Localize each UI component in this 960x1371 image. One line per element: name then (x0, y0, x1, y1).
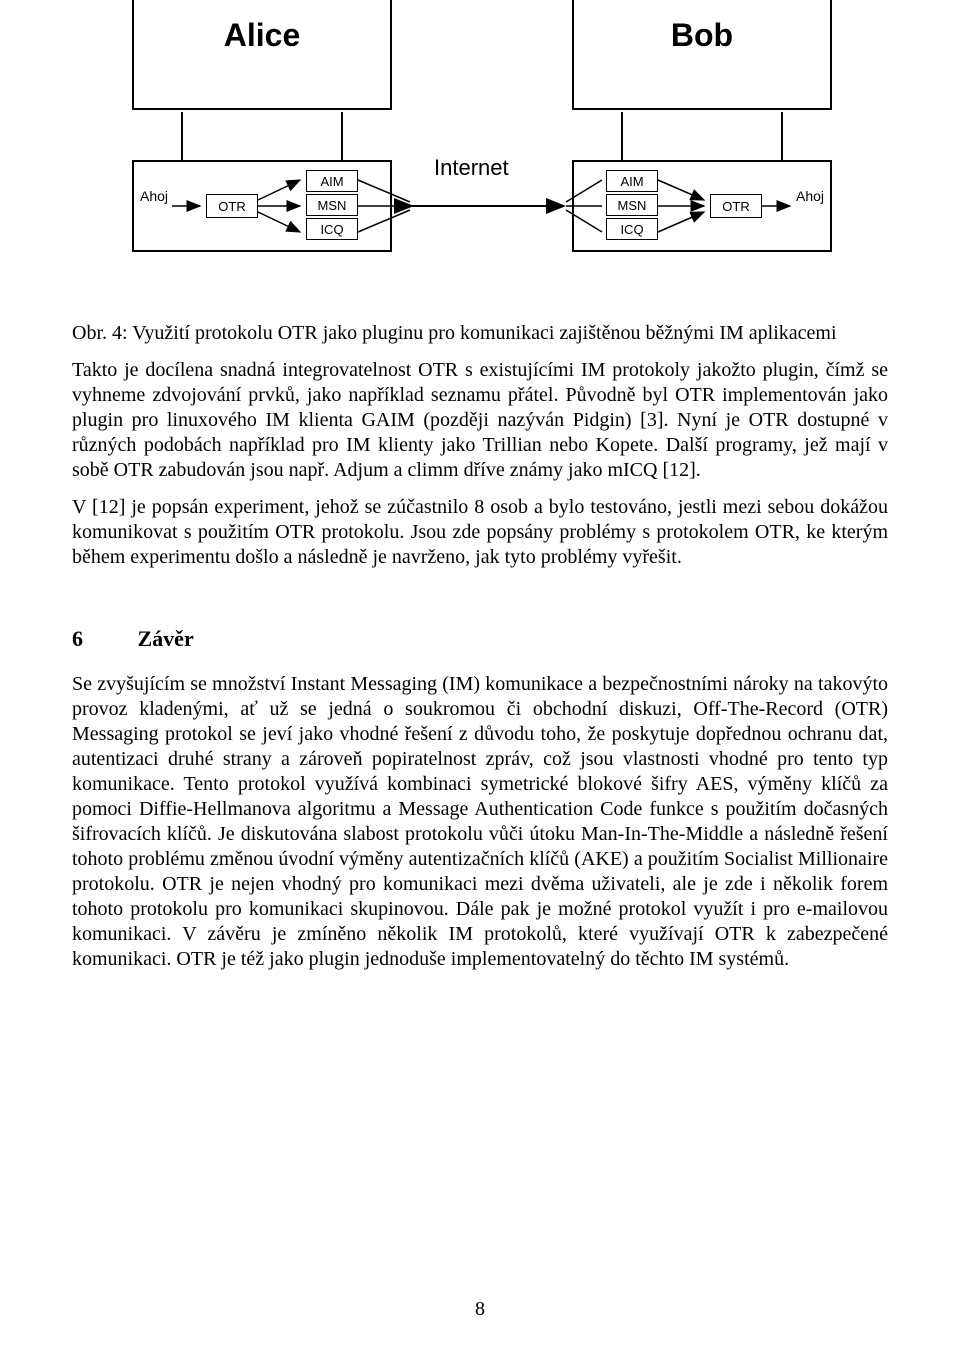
alice-label: Alice (224, 17, 300, 54)
bob-stack-container: AIM MSN ICQ OTR Ahoj (572, 160, 832, 252)
otr-right-box: OTR (710, 194, 762, 218)
body-paragraph-2: V [12] je popsán experiment, jehož se zú… (72, 495, 888, 570)
ahoj-right-label: Ahoj (796, 188, 824, 204)
alice-stack-container: Ahoj OTR AIM MSN ICQ (132, 160, 392, 252)
proto-msn-right: MSN (606, 194, 658, 216)
figure-caption: Obr. 4: Využití protokolu OTR jako plugi… (72, 320, 888, 346)
otr-left-box: OTR (206, 194, 258, 218)
proto-stack-left: AIM MSN ICQ (306, 170, 358, 242)
otr-architecture-diagram: Alice Bob Ahoj OTR AIM MSN ICQ AIM MSN I… (72, 0, 888, 300)
proto-stack-right: AIM MSN ICQ (606, 170, 658, 242)
section-title: Závěr (138, 626, 194, 651)
proto-msn-left: MSN (306, 194, 358, 216)
otr-right-label: OTR (722, 199, 749, 214)
body-paragraph-1: Takto je docílena snadná integrovatelnos… (72, 358, 888, 483)
proto-aim-right: AIM (606, 170, 658, 192)
proto-aim-left: AIM (306, 170, 358, 192)
ahoj-left-label: Ahoj (140, 188, 168, 204)
page-number: 8 (0, 1298, 960, 1321)
proto-icq-right: ICQ (606, 218, 658, 240)
alice-node: Alice (132, 0, 392, 110)
section-heading: 6 Závěr (72, 626, 888, 652)
internet-label: Internet (434, 155, 509, 181)
otr-left-label: OTR (218, 199, 245, 214)
conclusion-paragraph: Se zvyšujícím se množství Instant Messag… (72, 672, 888, 972)
bob-label: Bob (671, 17, 733, 54)
proto-icq-left: ICQ (306, 218, 358, 240)
section-number: 6 (72, 626, 132, 652)
bob-node: Bob (572, 0, 832, 110)
